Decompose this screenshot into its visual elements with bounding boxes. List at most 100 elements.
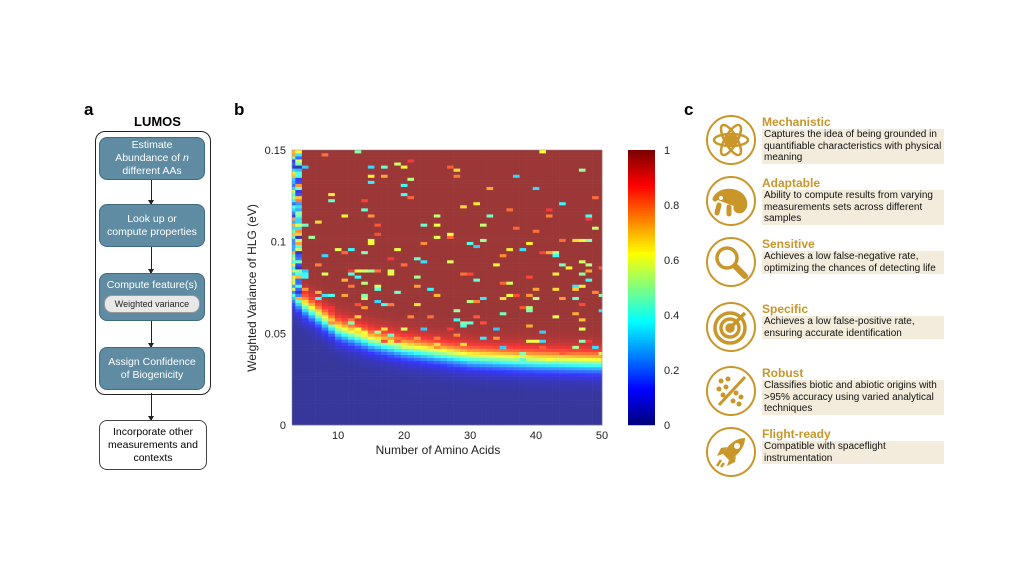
heatmap-cell <box>460 241 468 246</box>
heatmap-cell <box>466 272 474 276</box>
heatmap-cell <box>387 382 395 386</box>
step-incorporate-other: Incorporate other measurements and conte… <box>99 420 207 470</box>
heatmap-cell <box>414 214 421 218</box>
heatmap-cell <box>341 250 349 255</box>
heatmap-cell <box>295 174 303 178</box>
heatmap-cell <box>486 299 494 304</box>
heatmap-cell <box>539 376 547 380</box>
heatmap-cell <box>572 229 580 233</box>
heatmap-cell <box>447 360 454 365</box>
heatmap-cell <box>414 339 421 343</box>
heatmap-cell <box>292 150 296 154</box>
heatmap-cell <box>334 403 342 407</box>
heatmap-cell <box>301 406 309 411</box>
heatmap-cell <box>447 388 454 392</box>
heatmap-cell <box>598 348 603 352</box>
heatmap-cell <box>315 171 322 175</box>
heatmap-cell <box>526 370 534 374</box>
heatmap-cell <box>539 360 547 365</box>
heatmap-cell <box>414 342 421 346</box>
heatmap-cell <box>526 150 534 154</box>
heatmap-cell <box>578 198 586 203</box>
heatmap-cell <box>499 366 507 371</box>
heatmap-cell <box>559 366 567 371</box>
heatmap-cell <box>585 220 593 224</box>
heatmap-cell <box>499 214 507 218</box>
heatmap-cell <box>453 302 461 307</box>
heatmap-cell <box>400 195 408 200</box>
heatmap-cell <box>361 278 369 282</box>
heatmap-cell <box>526 189 534 194</box>
heatmap-cell <box>453 201 461 206</box>
heatmap-cell <box>598 211 603 215</box>
heatmap-cell <box>400 186 408 191</box>
heatmap-cell <box>361 205 369 209</box>
heatmap-cell <box>506 339 514 343</box>
heatmap-cell <box>308 281 316 285</box>
heatmap-cell <box>499 162 507 166</box>
heatmap-cell <box>539 247 547 252</box>
heatmap-cell <box>585 290 593 294</box>
heatmap-cell <box>292 293 296 297</box>
heatmap-cell <box>598 403 603 407</box>
heatmap-cell <box>453 244 461 249</box>
heatmap-cell <box>334 198 342 203</box>
heatmap-cell <box>552 153 560 157</box>
heatmap-cell <box>519 171 527 175</box>
heatmap-cell <box>532 223 540 227</box>
heatmap-cell <box>460 293 468 297</box>
heatmap-cell <box>585 266 593 270</box>
heatmap-cell <box>552 394 560 398</box>
heatmap-cell <box>539 186 547 191</box>
heatmap-cell <box>506 263 514 267</box>
heatmap-cell <box>499 333 507 337</box>
heatmap-cell <box>400 275 408 279</box>
heatmap-cell <box>578 418 586 423</box>
heatmap-cell <box>301 357 309 362</box>
heatmap-cell <box>407 244 415 249</box>
heatmap-cell <box>334 247 342 252</box>
colorbar-segment <box>628 254 655 258</box>
heatmap-cell <box>493 296 501 301</box>
heatmap-cell <box>414 324 421 328</box>
heatmap-cell <box>565 174 573 178</box>
heatmap-cell <box>592 403 600 407</box>
heatmap-cell <box>592 241 600 246</box>
heatmap-cell <box>499 253 507 258</box>
heatmap-cell <box>440 150 448 154</box>
heatmap-cell <box>400 376 408 380</box>
heatmap-cell <box>526 357 534 362</box>
heatmap-cell <box>526 354 534 359</box>
heatmap-cell <box>295 266 303 270</box>
heatmap-cell <box>440 171 448 175</box>
heatmap-cell <box>526 272 534 276</box>
heatmap-cell <box>545 293 553 297</box>
heatmap-cell <box>328 159 336 163</box>
heatmap-cell <box>539 351 547 356</box>
heatmap-cell <box>532 256 540 261</box>
heatmap-cell <box>578 311 586 316</box>
heatmap-cell <box>394 159 402 163</box>
heatmap-cell <box>348 397 355 401</box>
heatmap-cell <box>315 214 322 218</box>
heatmap-cell <box>394 342 402 346</box>
heatmap-cell <box>572 263 580 267</box>
heatmap-cell <box>559 263 567 267</box>
heatmap-cell <box>493 321 501 325</box>
heatmap-cell <box>387 263 395 267</box>
heatmap-cell <box>394 363 402 368</box>
heatmap-cell <box>440 366 448 371</box>
heatmap-cell <box>348 165 355 169</box>
heatmap-cell <box>512 336 520 340</box>
heatmap-cell <box>348 174 355 178</box>
heatmap-cell <box>519 333 527 337</box>
heatmap-cell <box>592 406 600 411</box>
heatmap-cell <box>381 208 388 212</box>
heatmap-cell <box>466 406 474 411</box>
heatmap-cell <box>367 302 375 307</box>
heatmap-cell <box>308 253 316 258</box>
heatmap-cell <box>493 183 501 187</box>
colorbar-segment <box>628 257 655 261</box>
heatmap-cell <box>400 201 408 206</box>
heatmap-cell <box>433 223 441 227</box>
